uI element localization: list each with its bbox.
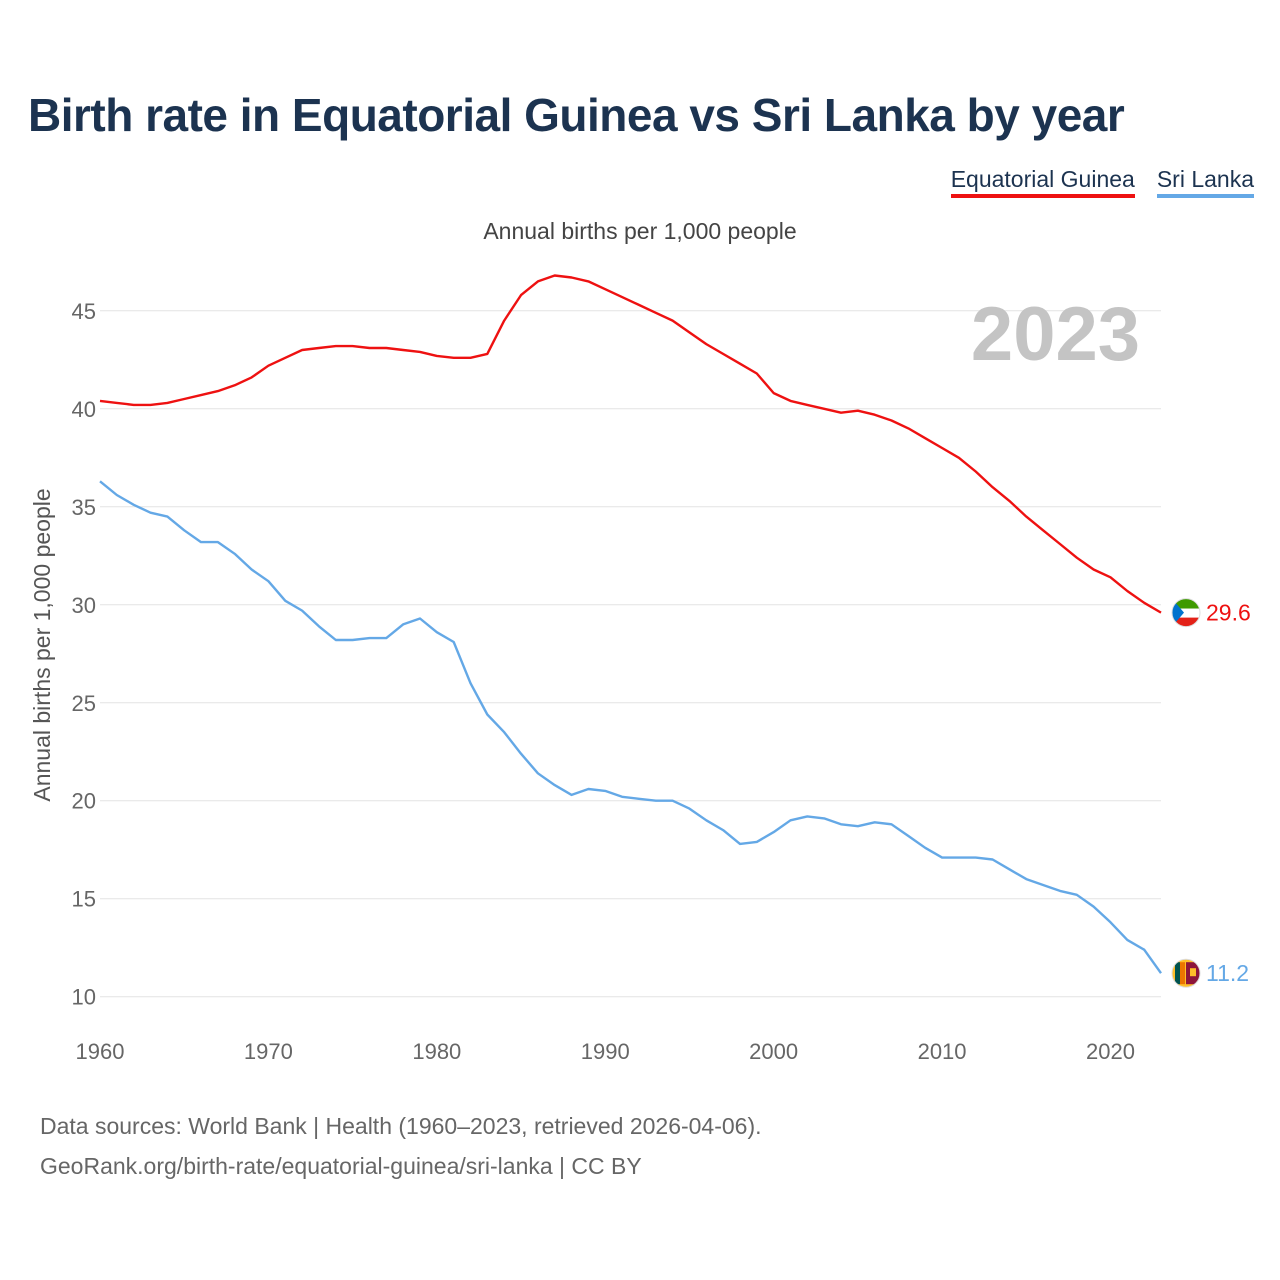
y-axis-label: Annual births per 1,000 people: [29, 488, 55, 801]
x-tick-label: 1990: [581, 1039, 630, 1064]
end-value-label-sri-lanka: 11.2: [1206, 960, 1249, 986]
legend-item-sri-lanka[interactable]: Sri Lanka: [1156, 166, 1254, 198]
y-axis: 10 15 20 25 30 35 40 45: [72, 299, 96, 1010]
legend-item-equatorial-guinea[interactable]: Equatorial Guinea: [950, 166, 1135, 198]
year-label: 2023: [971, 292, 1140, 377]
y-tick-label: 15: [72, 887, 96, 912]
gridlines: [100, 310, 1161, 998]
source-line-2: GeoRank.org/birth-rate/equatorial-guinea…: [40, 1153, 642, 1179]
series-lines: [99, 274, 1162, 974]
flag-icon-sri-lanka: [1171, 958, 1201, 988]
x-tick-label: 2010: [918, 1039, 967, 1064]
chart-subtitle: Annual births per 1,000 people: [483, 218, 797, 244]
x-tick-label: 1960: [76, 1039, 125, 1064]
x-tick-label: 1980: [412, 1039, 461, 1064]
source-line-1: Data sources: World Bank | Health (1960–…: [40, 1113, 762, 1139]
series-line-sri-lanka: [99, 480, 1162, 974]
series-end-markers: 29.6 11.2: [1171, 598, 1251, 988]
y-tick-label: 35: [72, 495, 96, 520]
legend: Equatorial Guinea Sri Lanka: [950, 166, 1254, 198]
flag-icon-equatorial-guinea: [1171, 598, 1201, 628]
y-tick-label: 40: [72, 397, 96, 422]
series-line-equatorial-guinea: [99, 274, 1162, 614]
source-note: Data sources: World Bank | Health (1960–…: [40, 1106, 762, 1186]
end-value-label-equatorial-guinea: 29.6: [1206, 600, 1251, 626]
x-tick-label: 2020: [1086, 1039, 1135, 1064]
y-tick-label: 30: [72, 593, 96, 618]
y-tick-label: 25: [72, 691, 96, 716]
chart-title: Birth rate in Equatorial Guinea vs Sri L…: [28, 89, 1125, 141]
x-axis: 1960 1970 1980 1990 2000 2010 2020: [76, 1039, 1135, 1064]
x-tick-label: 1970: [244, 1039, 293, 1064]
x-tick-label: 2000: [749, 1039, 798, 1064]
y-tick-label: 10: [72, 985, 96, 1010]
y-tick-label: 20: [72, 789, 96, 814]
y-tick-label: 45: [72, 299, 96, 324]
